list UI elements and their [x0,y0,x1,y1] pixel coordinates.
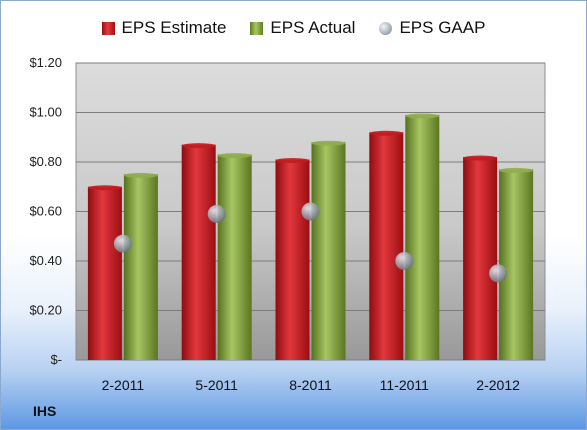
gaap-marker [113,234,132,253]
x-tick-label: 8-2011 [289,377,332,393]
gaap-marker [207,204,226,223]
gaap-marker [489,264,508,283]
legend: EPS Estimate EPS Actual EPS GAAP [1,18,586,38]
bar-estimate [181,144,216,360]
x-tick-label: 11-2011 [380,377,430,393]
y-tick-label: $1.20 [29,55,62,70]
bar-estimate [369,132,404,360]
gaap-marker [395,252,414,270]
bar-estimate-cap [369,130,404,136]
y-tick-label: $1.00 [29,105,62,120]
legend-item-gaap: EPS GAAP [379,18,485,38]
gaap-marker [301,202,320,221]
y-tick-label: $0.80 [29,154,62,169]
legend-label-gaap: EPS GAAP [399,18,486,37]
x-tick-label: 2-2012 [476,377,520,393]
bar-actual [217,154,252,360]
legend-item-actual: EPS Actual [250,18,355,38]
y-tick-label: $- [50,352,62,367]
bar-actual [311,142,346,360]
bar-estimate-cap [463,155,498,161]
bar-estimate-cap [275,158,310,164]
bar-estimate-cap [181,143,216,149]
legend-label-actual: EPS Actual [270,18,356,37]
y-tick-label: $0.60 [29,204,62,219]
bar-actual [405,114,440,360]
legend-swatch-estimate [101,21,115,35]
legend-label-estimate: EPS Estimate [121,18,227,37]
legend-swatch-gaap [379,21,393,35]
y-tick-label: $0.20 [29,303,62,318]
bar-actual-cap [217,153,252,159]
bar-actual-cap [405,113,440,119]
bar-estimate [275,159,310,360]
bar-estimate [87,186,122,360]
bar-actual [123,174,158,360]
bar-actual-cap [499,167,534,173]
bar-actual-cap [123,172,158,178]
x-tick-label: 2-2011 [102,377,145,393]
company-ticker: IHS [33,403,57,419]
bar-estimate [463,157,498,360]
bar-estimate-cap [87,185,122,191]
legend-swatch-actual [250,21,264,35]
bar-actual [499,169,534,360]
y-tick-label: $0.40 [29,253,62,268]
bar-actual-cap [311,140,346,146]
x-tick-label: 5-2011 [195,377,238,393]
legend-item-estimate: EPS Estimate [101,18,227,38]
